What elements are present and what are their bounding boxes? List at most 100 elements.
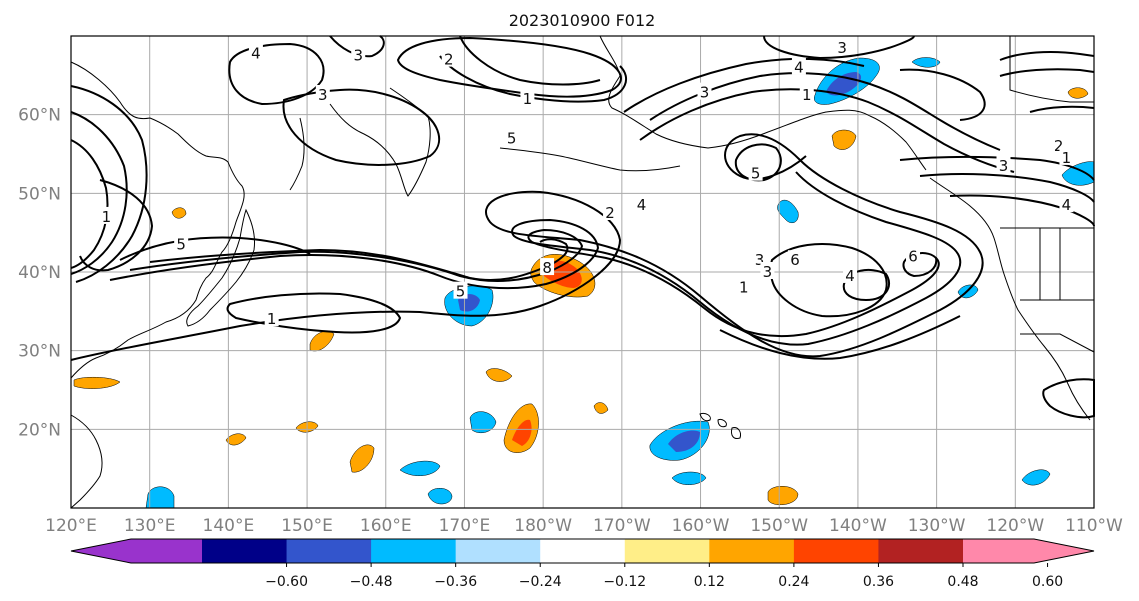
contour-label: 3	[318, 86, 328, 104]
lon-tick-label: 150°E	[281, 516, 333, 536]
lon-tick-label: 130°E	[124, 516, 176, 536]
contour-label-bg	[315, 85, 330, 102]
contour-label: 4	[1062, 196, 1072, 214]
lon-tick-label: 180°W	[514, 516, 572, 536]
shade-lightblue-subtropic	[671, 471, 707, 485]
contour-label: 4	[794, 58, 804, 76]
shade-blue-subtropic-3	[399, 460, 441, 477]
lon-tick-label: 120°E	[45, 516, 97, 536]
contour-label-bg	[453, 281, 468, 299]
contour-label: 1	[267, 310, 277, 328]
contour-label: 3	[999, 157, 1009, 175]
contour-north-1	[228, 42, 325, 106]
contour-east-1	[734, 143, 782, 182]
lon-tick-label: 140°W	[829, 516, 887, 536]
contour-label-bg	[791, 57, 806, 75]
shade-darkblue-subtropic-1	[668, 430, 700, 452]
contour-label: 2	[444, 51, 454, 69]
colorbar-tick-label: 0.60	[1032, 574, 1063, 590]
colorbar-extend-high	[963, 539, 1094, 563]
map-frame	[70, 35, 1095, 509]
contour-label-bg	[1059, 195, 1074, 213]
shade-orange-small-5	[1067, 87, 1089, 99]
contour-north-7	[649, 72, 1001, 151]
lon-tick-label: 170°W	[593, 516, 651, 536]
contour-north-15	[899, 156, 1095, 181]
shade-darkblue-alaska	[826, 72, 862, 96]
latitude-tick-labels: 20°N 30°N 40°N 50°N 60°N	[18, 106, 61, 441]
contour-north-2	[329, 35, 385, 58]
contour-sw-4	[719, 315, 961, 360]
shade-blue-subtropic-4	[427, 488, 453, 505]
border-mexico	[1020, 333, 1095, 353]
colorbar-tick-label: 0.12	[694, 574, 725, 590]
lat-tick-label: 30°N	[18, 342, 61, 362]
colorbar-tick-label: 0.24	[778, 574, 809, 590]
contour-label: 1	[802, 86, 812, 104]
shade-blue-ne	[911, 57, 941, 68]
figure-title: 2023010900 F012	[509, 11, 656, 30]
contour-label: 3	[837, 39, 847, 57]
colorbar-outline	[70, 538, 1095, 564]
contour-label-bg	[906, 246, 921, 264]
contour-label: 2	[1054, 137, 1064, 155]
contour-jet-7	[70, 111, 128, 275]
lon-tick-label: 140°E	[203, 516, 255, 536]
contour-sw-2	[119, 236, 311, 261]
shade-red-subtropic-1	[512, 419, 532, 446]
contour-jet-3	[129, 228, 940, 338]
contour-label: 4	[845, 267, 855, 285]
contour-sw-1	[226, 292, 402, 334]
colorbar-segment	[709, 539, 795, 563]
contour-label-bg	[264, 309, 279, 327]
coast-asia	[70, 61, 245, 379]
contour-east-4	[769, 243, 888, 318]
coast-sakhalin	[289, 117, 305, 191]
border-us-canada	[1009, 36, 1094, 103]
contour-label: 1	[739, 279, 749, 297]
contour-label: 3	[755, 251, 765, 269]
colorbar-tick-label: 0.48	[947, 574, 978, 590]
colorbar-tick-label: −0.36	[434, 574, 477, 590]
lat-tick-label: 60°N	[18, 106, 61, 126]
contour-label-bg	[351, 45, 366, 63]
shade-orange-small-2	[225, 433, 247, 446]
shade-orange-subtropic-5	[767, 486, 799, 506]
lon-tick-label: 160°E	[360, 516, 412, 536]
contour-label-bg	[787, 250, 802, 268]
colorbar-tick-label: −0.12	[603, 574, 646, 590]
colorbar-tick-labels: −0.60 −0.48 −0.36 −0.24 −0.12 0.12 0.24 0.36 0.4…	[265, 563, 1063, 590]
lon-tick-label: 110°W	[1065, 516, 1123, 536]
contour-label: 5	[176, 235, 186, 253]
colorbar-segment	[371, 539, 457, 563]
lat-tick-label: 40°N	[18, 263, 61, 283]
contour-label: 6	[908, 247, 918, 265]
contour-label-bg	[603, 203, 618, 220]
contour-label-bg	[736, 277, 751, 295]
lat-tick-label: 20°N	[18, 420, 61, 440]
colorbar-segment	[878, 539, 964, 563]
contour-label-bg	[634, 195, 649, 213]
contour-north-14	[1029, 105, 1095, 113]
contour-label: 3	[763, 263, 773, 281]
contour-sw-3	[1042, 378, 1095, 419]
contour-jet-2	[109, 171, 962, 346]
contour-label-bg	[520, 88, 535, 106]
colorbar-segment	[286, 539, 372, 563]
coast-asia-2	[70, 414, 103, 509]
contour-label-bg	[843, 265, 858, 283]
coast-alaska	[599, 35, 927, 171]
contour-label-bg	[748, 163, 763, 181]
contour-north-17	[949, 194, 1095, 227]
lon-tick-label: 170°E	[439, 516, 491, 536]
contour-label-bg	[504, 128, 519, 146]
shade-blue-subtropic-5	[145, 486, 175, 509]
contour-north-5	[439, 55, 628, 103]
lon-tick-label: 130°W	[908, 516, 966, 536]
contour-label-bg	[760, 262, 775, 279]
contour-north-8	[639, 88, 1015, 173]
shade-orange-subtropic-4	[73, 377, 121, 389]
contour-label: 4	[637, 196, 647, 214]
shade-orange-small-4	[171, 207, 187, 219]
